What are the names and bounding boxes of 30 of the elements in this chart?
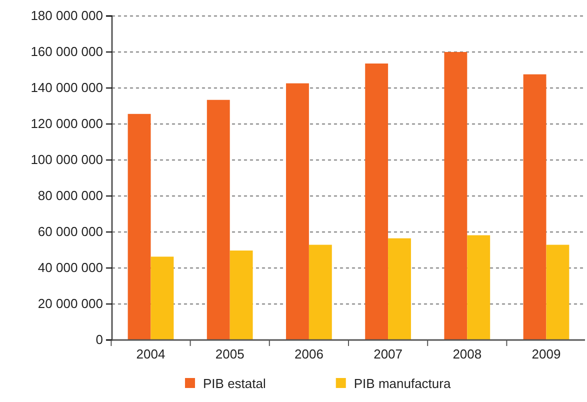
x-tick-label: 2008	[452, 346, 482, 362]
bar	[365, 64, 388, 340]
x-tick-label: 2004	[136, 346, 166, 362]
bar	[286, 83, 309, 340]
bar	[206, 100, 230, 340]
y-tick-label: 180 000 000	[30, 8, 103, 24]
bar	[546, 244, 570, 340]
y-tick-label: 80 000 000	[38, 188, 103, 204]
bar	[388, 238, 411, 340]
legend-label: PIB estatal	[203, 376, 266, 391]
x-tick-label: 2005	[215, 346, 244, 362]
y-tick-label: 60 000 000	[38, 224, 103, 240]
x-tick-label: 2007	[374, 346, 403, 362]
bar	[444, 52, 468, 340]
bar	[128, 114, 151, 340]
y-tick-label: 160 000 000	[30, 44, 103, 60]
bar	[308, 244, 332, 340]
bar	[230, 250, 253, 340]
y-tick-label: 120 000 000	[30, 116, 103, 132]
y-tick-label: 40 000 000	[38, 260, 103, 276]
y-tick-label: 100 000 000	[30, 152, 103, 168]
bar	[523, 74, 546, 340]
y-tick-label: 140 000 000	[30, 80, 103, 96]
bar	[150, 256, 174, 340]
x-tick-label: 2006	[294, 346, 324, 362]
y-tick-label: 20 000 000	[38, 296, 103, 312]
legend-label: PIB manufactura	[354, 376, 452, 391]
x-tick-label: 2009	[532, 346, 561, 362]
y-tick-label: 0	[96, 332, 103, 348]
bar	[467, 235, 490, 340]
